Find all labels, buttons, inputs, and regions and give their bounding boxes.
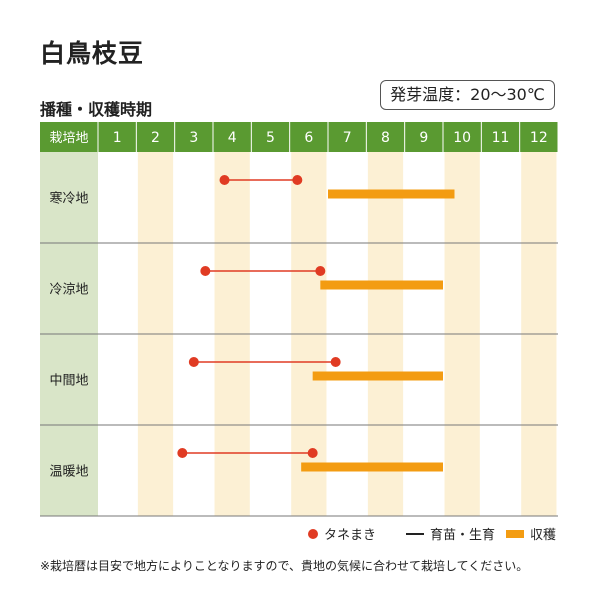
sowing-dot-icon bbox=[308, 528, 318, 539]
month-label: 8 bbox=[381, 130, 390, 146]
month-label: 11 bbox=[492, 130, 510, 146]
germination-temp-badge: 発芽温度：20～30℃ bbox=[380, 80, 555, 110]
harvest-bar-icon bbox=[506, 529, 524, 538]
legend-sowing: タネまき bbox=[308, 524, 376, 543]
sowing-end-dot bbox=[330, 357, 341, 367]
month-label: 3 bbox=[189, 130, 198, 146]
region-label: 寒冷地 bbox=[49, 191, 88, 207]
legend-growing-label: 育苗・生育 bbox=[430, 528, 496, 543]
month-label: 1 bbox=[113, 130, 122, 146]
region-label: 温暖地 bbox=[49, 465, 88, 480]
legend-harvest: 収穫 bbox=[506, 524, 556, 543]
sowing-end-dot bbox=[315, 266, 326, 276]
page-title: 白鳥枝豆 bbox=[40, 39, 145, 68]
month-label: 4 bbox=[228, 130, 237, 146]
chart-subtitle: 播種・収穫時期 bbox=[40, 100, 153, 119]
month-label: 6 bbox=[304, 130, 313, 146]
harvest-bar bbox=[301, 462, 443, 472]
region-label-bg bbox=[40, 243, 98, 334]
region-label-bg bbox=[40, 152, 98, 243]
legend-harvest-label: 収穫 bbox=[530, 528, 557, 543]
month-label: 7 bbox=[343, 130, 352, 146]
region-label-bg bbox=[40, 425, 98, 516]
month-label: 10 bbox=[453, 130, 471, 146]
sowing-end-dot bbox=[307, 448, 318, 458]
harvest-bar bbox=[312, 371, 443, 381]
sowing-start-dot bbox=[200, 266, 211, 276]
month-label: 12 bbox=[530, 130, 548, 146]
legend-growing: 育苗・生育 bbox=[406, 524, 495, 543]
header-row bbox=[40, 122, 558, 152]
sowing-start-dot bbox=[188, 357, 199, 367]
sowing-start-dot bbox=[177, 448, 188, 458]
month-label: 9 bbox=[419, 130, 428, 146]
growing-line-icon bbox=[406, 532, 424, 535]
region-label: 冷涼地 bbox=[49, 283, 88, 298]
region-label-bg bbox=[40, 334, 98, 425]
month-label: 5 bbox=[266, 130, 275, 146]
month-label: 2 bbox=[151, 130, 160, 146]
sowing-end-dot bbox=[292, 175, 303, 185]
harvest-bar bbox=[328, 189, 455, 199]
harvest-bar bbox=[320, 280, 443, 290]
sowing-start-dot bbox=[219, 175, 230, 185]
region-label: 中間地 bbox=[49, 374, 88, 389]
footnote: ※栽培暦は目安で地方によりことなりますので、貴地の気候に合わせて栽培してください… bbox=[40, 559, 529, 573]
header-label: 栽培地 bbox=[49, 130, 88, 146]
legend-sowing-label: タネまき bbox=[324, 528, 377, 543]
